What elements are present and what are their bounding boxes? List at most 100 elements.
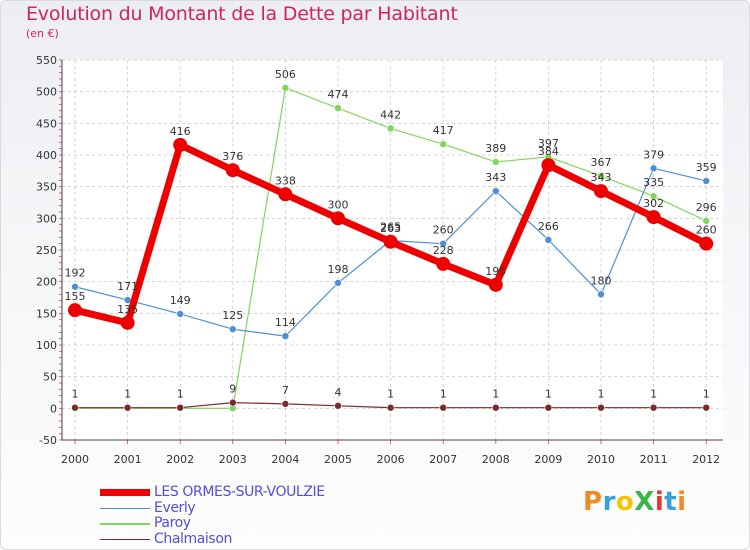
series-point-1 [544,236,553,244]
series-point-2 [649,192,658,200]
series-point-1 [281,332,290,340]
x-tick-label: 2004 [271,453,299,466]
logo-letter: r [602,487,616,517]
y-tick-label: 200 [36,276,57,289]
y-tick-label: 100 [36,339,57,352]
data-label: 343 [485,171,506,184]
series-point-3 [281,400,290,408]
series-point-1 [334,279,342,287]
data-label: 4 [335,386,342,399]
series-point-3 [71,403,79,412]
series-point-2 [491,158,500,166]
proxiti-logo: ProXiti [583,487,687,517]
x-tick-label: 2012 [692,453,720,466]
series-point-2 [597,172,605,180]
data-label: 397 [538,137,559,150]
legend-item: Chalmaison [100,530,325,548]
series-point-1 [176,310,184,318]
x-tick-label: 2002 [166,453,194,466]
x-tick-label: 2010 [587,453,615,466]
y-tick-label: 500 [36,86,57,99]
x-tick-label: 2008 [482,453,510,466]
series-point-1 [597,290,605,299]
data-label: 343 [591,171,612,184]
series-point-1 [229,325,237,333]
data-label: 135 [117,303,138,316]
data-label: 335 [643,176,664,189]
data-label: 416 [170,125,191,138]
y-tick-label: 550 [36,54,57,67]
logo-letter: P [583,487,603,517]
y-tick-label: 300 [36,212,57,225]
series-point-3 [386,403,395,412]
series-point-2 [281,84,290,92]
series-point-2 [439,140,448,149]
x-tick-label: 2001 [114,453,142,466]
logo-letter: i [677,487,687,517]
data-label: 125 [222,309,243,322]
series-point-0 [383,234,398,249]
x-tick-label: 2006 [377,453,405,466]
chart-subtitle: (en €) [26,27,59,40]
data-label: 1 [387,388,394,401]
series-point-1 [491,187,500,195]
y-tick-label: -50 [39,434,57,447]
series-point-2 [702,217,711,225]
series-point-0 [331,211,345,226]
data-label: 198 [328,263,349,276]
data-label: 300 [328,198,349,211]
data-label: 1 [703,388,710,401]
y-tick-label: 0 [50,402,57,415]
series-point-0 [699,236,714,251]
y-tick-label: 400 [36,149,57,162]
series-point-3 [334,401,342,410]
series-point-3 [229,398,237,407]
series-point-0 [120,315,135,330]
data-label: 417 [433,124,454,137]
data-label: 155 [65,290,86,303]
legend-label: LES ORMES-SUR-VOULZIE [154,484,325,501]
series-point-0 [436,256,451,271]
logo-letter: t [664,487,678,517]
data-label: 389 [485,142,506,155]
legend-swatch [100,489,150,497]
data-label: 171 [117,280,138,293]
y-tick-label: 450 [36,117,57,130]
data-label: 1 [177,388,184,401]
data-label: 1 [598,388,605,401]
data-label: 506 [275,68,296,81]
data-label: 192 [65,267,86,280]
series-point-3 [649,403,658,412]
data-label: 266 [538,220,559,233]
logo-letter: o [615,487,635,517]
series-point-0 [225,163,240,178]
data-label: 7 [282,384,289,397]
data-label: 1 [545,388,552,401]
data-label: 367 [591,156,612,169]
chart-legend: LES ORMES-SUR-VOULZIE Everly Paroy Chalmais… [100,485,325,547]
data-label: 180 [591,274,612,287]
legend-label: Chalmaison [154,530,232,547]
series-point-0 [488,277,503,292]
x-tick-label: 2000 [61,453,89,466]
series-point-0 [173,137,188,152]
legend-label: Everly [154,499,196,516]
data-label: 195 [485,265,506,278]
legend-swatch [100,523,150,525]
series-point-3 [597,403,605,412]
series-point-0 [594,184,608,199]
data-label: 384 [538,145,559,158]
series-point-0 [541,158,556,173]
series-point-1 [71,282,79,291]
data-label: 149 [170,294,191,307]
y-tick-label: 350 [36,181,57,194]
series-point-2 [386,124,395,133]
series-point-3 [544,403,553,412]
data-label: 1 [72,388,79,401]
data-label: 1 [440,388,447,401]
legend-label: Paroy [154,515,191,532]
data-label: 114 [275,316,296,329]
series-point-0 [68,303,82,318]
series-point-0 [646,210,661,225]
